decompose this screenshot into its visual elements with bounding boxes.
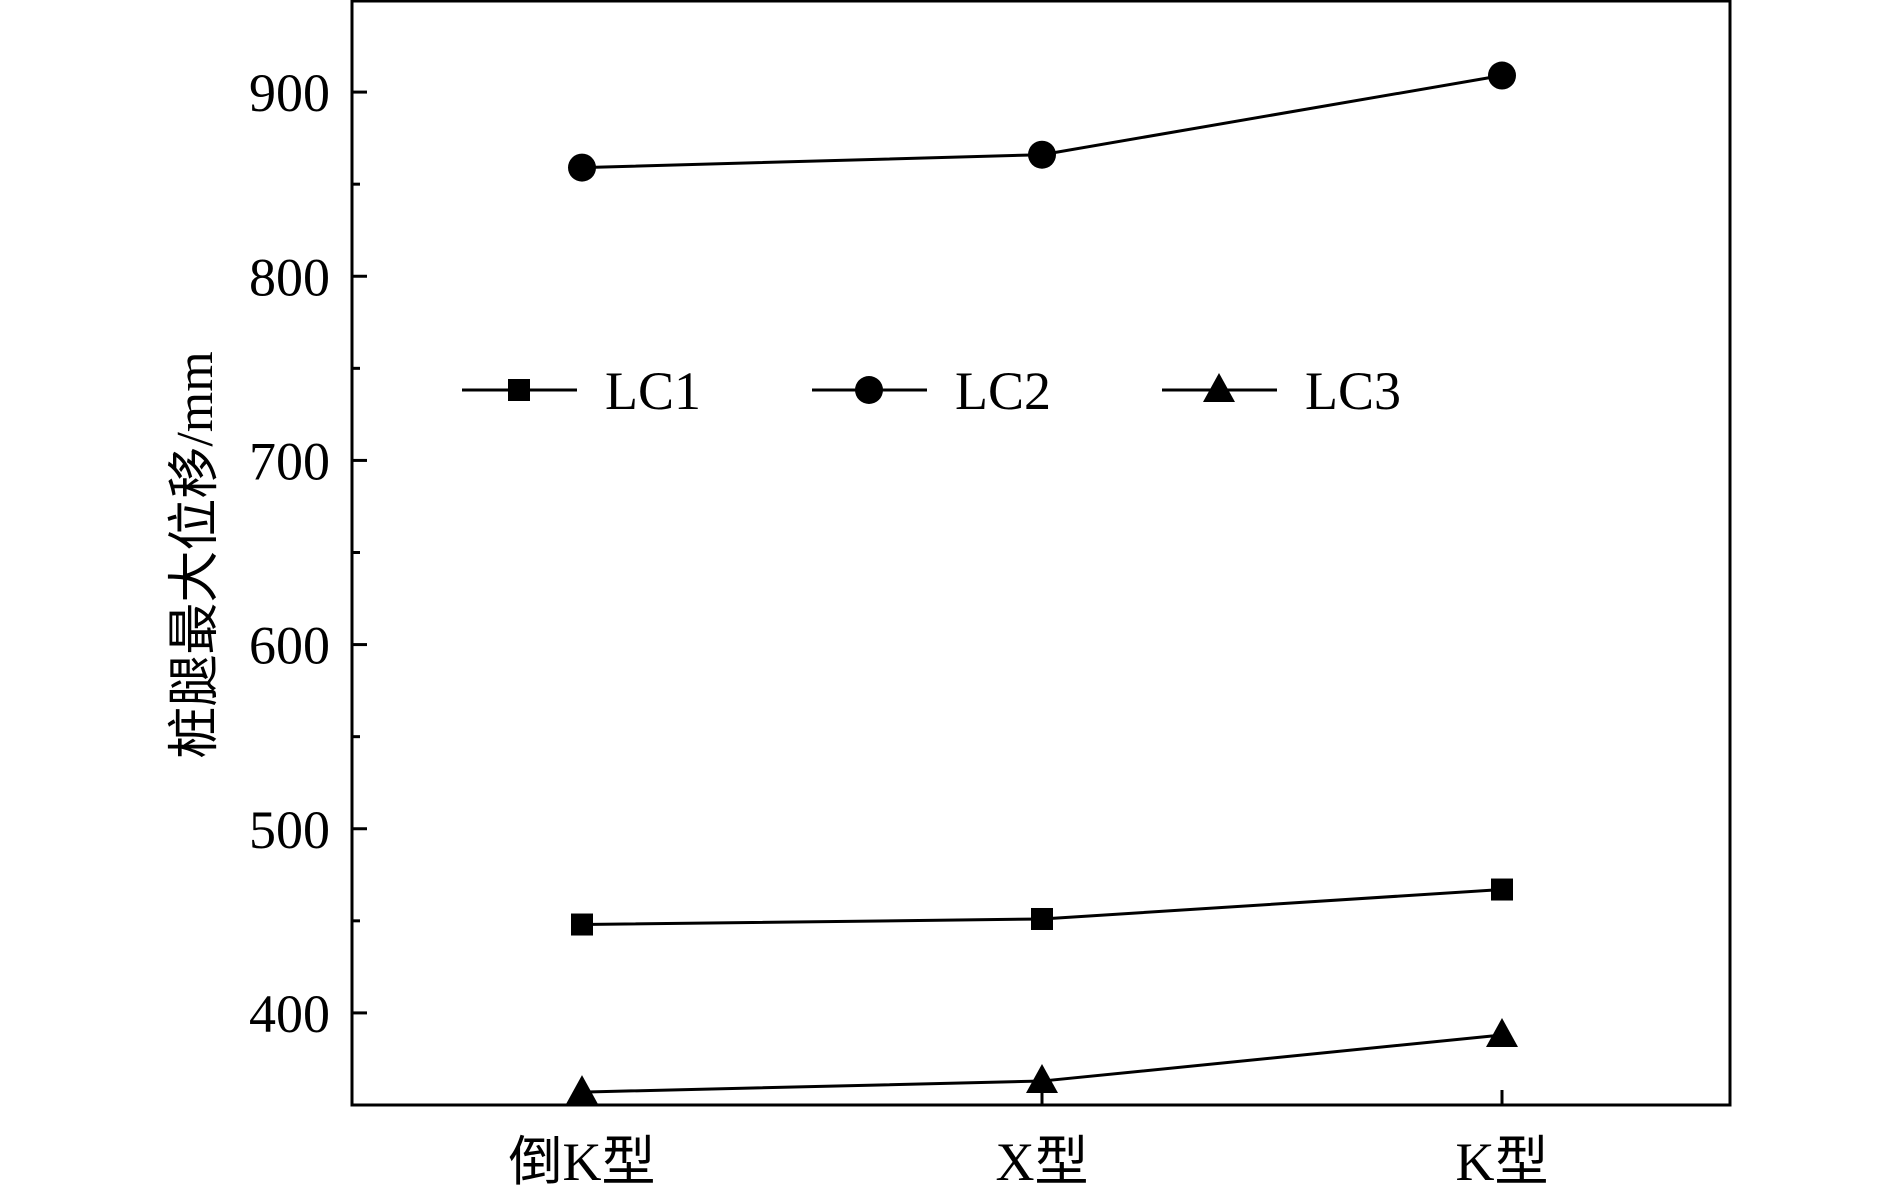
legend-marker-triangle bbox=[1203, 373, 1235, 402]
series-lc1 bbox=[571, 878, 1513, 936]
y-tick-label: 700 bbox=[249, 431, 330, 491]
x-tick-label: 倒K型 bbox=[509, 1132, 656, 1191]
legend-marker-square bbox=[508, 379, 530, 401]
data-point-circle bbox=[568, 153, 596, 182]
legend-label: LC2 bbox=[955, 361, 1051, 421]
series-lc3 bbox=[566, 1018, 1518, 1105]
y-tick-label: 600 bbox=[249, 616, 330, 676]
y-tick-label: 800 bbox=[249, 247, 330, 307]
legend-label: LC1 bbox=[605, 361, 701, 421]
data-point-triangle bbox=[1026, 1064, 1058, 1094]
legend-marker-circle bbox=[855, 376, 883, 404]
data-point-triangle bbox=[1486, 1018, 1518, 1048]
y-axis-ticks: 400 500 600 700 800 900 bbox=[249, 63, 367, 1044]
legend-item: LC2 bbox=[812, 361, 1051, 421]
series-layer bbox=[566, 61, 1518, 1105]
legend-label: LC3 bbox=[1305, 361, 1401, 421]
data-point-triangle bbox=[566, 1075, 598, 1105]
data-point-square bbox=[571, 913, 593, 936]
legend: LC1 LC2 LC3 bbox=[462, 361, 1401, 421]
data-point-square bbox=[1491, 878, 1513, 901]
y-axis-title: 桩腿最大位移/mm bbox=[167, 351, 224, 758]
data-point-circle bbox=[1488, 61, 1516, 90]
x-tick-label: K型 bbox=[1456, 1132, 1549, 1191]
data-point-circle bbox=[1028, 140, 1056, 169]
legend-item: LC1 bbox=[462, 361, 701, 421]
y-tick-label: 900 bbox=[249, 63, 330, 123]
series-lc2 bbox=[568, 61, 1516, 182]
legend-item: LC3 bbox=[1162, 361, 1401, 421]
y-tick-label: 500 bbox=[249, 800, 330, 860]
y-tick-label: 400 bbox=[249, 984, 330, 1044]
data-point-square bbox=[1031, 907, 1053, 930]
x-tick-label: X型 bbox=[996, 1132, 1089, 1191]
